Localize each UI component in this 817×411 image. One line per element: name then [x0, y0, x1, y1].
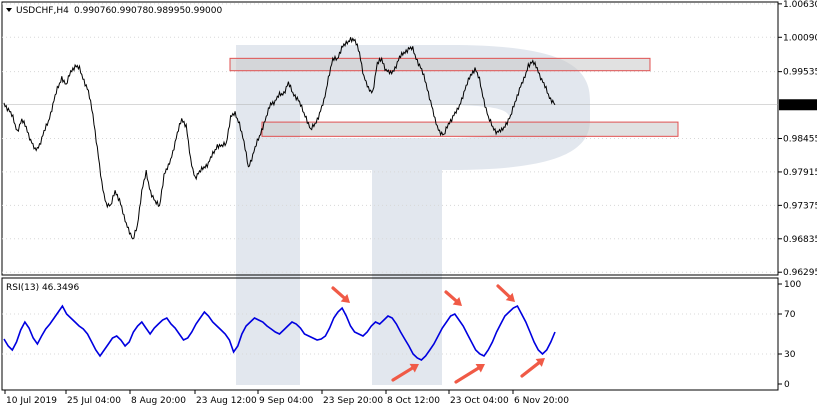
- arrow-head: [340, 293, 350, 303]
- symbol-label: USDCHF,H4: [16, 6, 69, 16]
- time-tick-label: 8 Aug 20:00: [131, 396, 186, 406]
- time-tick-label: 10 Jul 2019: [6, 396, 57, 406]
- low-value: 0.98995: [148, 6, 185, 16]
- arrow-shaft: [454, 366, 480, 384]
- time-tick-label: 23 Aug 12:00: [196, 396, 257, 406]
- price-tick-label: 0.96835: [783, 235, 817, 245]
- time-axis: 10 Jul 2019 25 Jul 04:00 8 Aug 20:00 23 Aug…: [4, 390, 569, 406]
- time-tick-label: 9 Sep 04:00: [259, 396, 314, 406]
- rsi-title: RSI(13) 46.3496: [6, 283, 79, 293]
- price-tick-label: 1.00090: [783, 33, 817, 43]
- arrow-head: [409, 363, 419, 373]
- price-axis: 1.00630 1.00090 0.99535 0.98455 0.97915 0.973…: [778, 0, 817, 278]
- arrow-head: [505, 292, 515, 302]
- time-tick-label: 8 Oct 12:00: [387, 396, 440, 406]
- arrow-head: [452, 296, 462, 306]
- time-tick-label: 23 Sep 20:00: [323, 396, 383, 406]
- annotation-arrows: [331, 284, 545, 384]
- support-zone: [261, 121, 679, 137]
- current-price-label: 0.99000: [782, 101, 817, 111]
- dropdown-triangle-icon[interactable]: [6, 8, 12, 12]
- price-tick-label: 0.98455: [783, 135, 817, 145]
- rsi-axis: 100 70 30 0: [778, 280, 801, 390]
- resistance-zone: [229, 57, 651, 72]
- open-value: 0.99076: [74, 6, 111, 16]
- time-tick-label: 23 Oct 04:00: [450, 396, 509, 406]
- close-value: 0.99000: [185, 6, 222, 16]
- time-tick-label: 25 Jul 04:00: [67, 396, 121, 406]
- rsi-grid: [2, 313, 778, 355]
- arrow-shaft: [496, 284, 511, 299]
- price-tick-label: 0.97915: [783, 168, 817, 178]
- rsi-series-line: [3, 304, 556, 361]
- rsi-tick-label: 70: [784, 310, 796, 320]
- price-tick-label: 0.96295: [783, 268, 817, 278]
- arrow-head: [475, 363, 485, 373]
- arrow-shaft: [391, 366, 414, 382]
- current-price-tag: 0.99000: [779, 99, 817, 111]
- rsi-tick-label: 30: [784, 350, 796, 360]
- price-tick-label: 0.99535: [783, 68, 817, 78]
- price-tick-label: 1.00630: [783, 0, 817, 10]
- rsi-tick-label: 100: [784, 280, 801, 290]
- watermark-shape: [236, 45, 590, 385]
- arrow-shaft: [520, 361, 541, 378]
- high-value: 0.99078: [111, 6, 148, 16]
- price-series-line: [3, 37, 556, 240]
- time-tick-label: 6 Nov 20:00: [514, 396, 569, 406]
- price-pane[interactable]: 1.00630 1.00090 0.99535 0.98455 0.97915 0.973…: [1, 0, 817, 278]
- rsi-pane[interactable]: 100 70 30 0 RSI(13) 46.3496: [1, 277, 801, 391]
- arrow-shaft: [331, 286, 346, 300]
- chart-header: USDCHF,H4 0.99076 0.99078 0.98995 0.9900…: [6, 6, 222, 16]
- rsi-tick-label: 0: [784, 380, 790, 390]
- rsi-pane-border: [1, 277, 779, 391]
- arrow-head: [535, 358, 545, 367]
- arrow-shaft: [444, 290, 458, 303]
- price-tick-label: 0.97375: [783, 201, 817, 211]
- watermark-logo: [236, 45, 590, 385]
